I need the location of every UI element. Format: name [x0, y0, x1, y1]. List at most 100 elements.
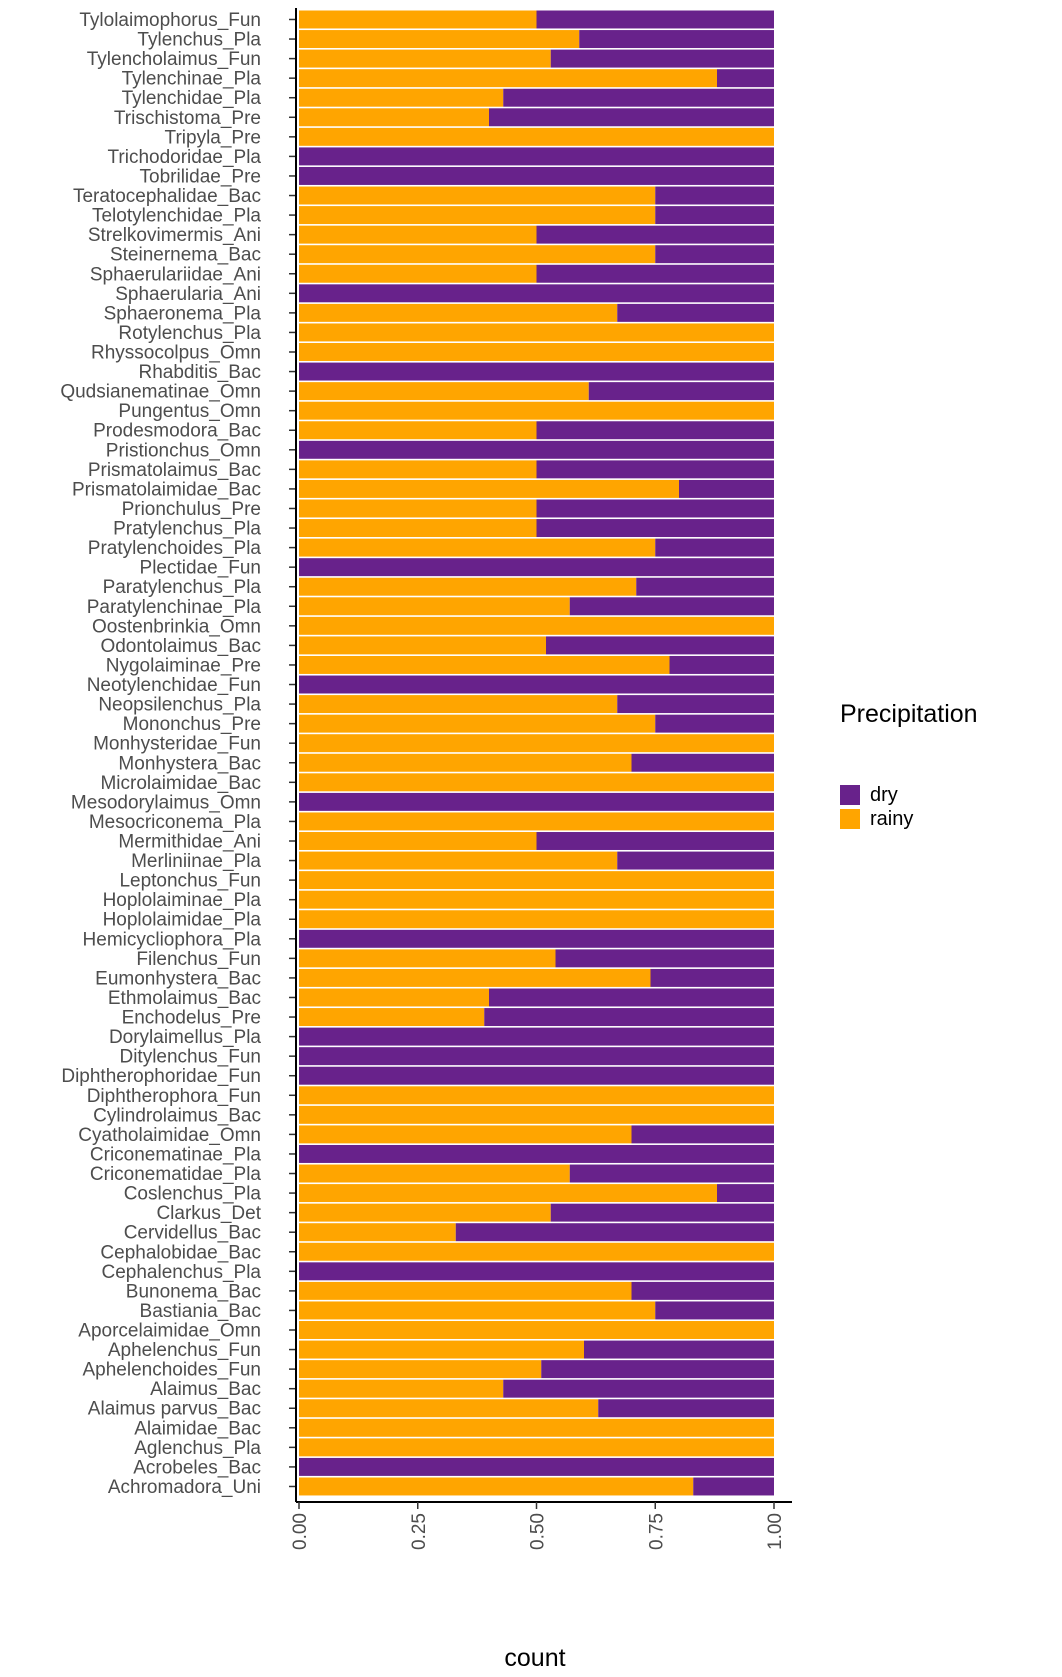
category-label: Bastiania_Bac [140, 1301, 261, 1322]
bar-rainy [299, 538, 656, 557]
bar-dry [299, 558, 774, 577]
bar-dry [541, 1360, 774, 1379]
bar-dry [693, 1477, 774, 1496]
bar-rainy [299, 1321, 774, 1339]
bar-rainy [299, 108, 489, 127]
bar-dry [631, 1125, 774, 1144]
category-label: Filenchus_Fun [136, 949, 261, 970]
category-label: Dorylaimellus_Pla [109, 1027, 261, 1048]
bar-dry [588, 382, 774, 401]
bar-rainy [299, 949, 556, 968]
bar-rainy [299, 714, 656, 733]
category-label: Pratylenchus_Pla [113, 519, 261, 540]
bar-dry [536, 421, 774, 440]
category-label: Paratylenchinae_Pla [87, 597, 262, 618]
category-label: Sphaeronema_Pla [104, 303, 262, 324]
bar-rainy [299, 1399, 599, 1418]
bar-dry [717, 1184, 774, 1203]
bar-rainy [299, 1086, 774, 1105]
bar-dry [536, 832, 774, 850]
bar-rainy [299, 1203, 551, 1222]
category-label: Prismatolaimidae_Bac [72, 479, 261, 500]
bar-rainy [299, 303, 618, 322]
bar-rainy [299, 49, 551, 68]
category-label: Aglenchus_Pla [134, 1438, 261, 1459]
category-label: Diphtherophoridae_Fun [61, 1066, 261, 1087]
bar-dry [550, 1203, 774, 1222]
bar-rainy [299, 812, 774, 831]
bar-dry [679, 479, 774, 498]
bar-rainy [299, 1418, 774, 1437]
bar-dry [503, 1379, 774, 1398]
bar-dry [617, 695, 774, 714]
bar-rainy [299, 499, 537, 518]
bar-rainy [299, 401, 774, 420]
legend-swatch-rainy [840, 809, 860, 829]
category-label: Sphaerulariidae_Ani [90, 264, 261, 285]
bar-rainy [299, 1008, 485, 1027]
bar-dry [569, 1164, 774, 1183]
category-label: Diphtherophora_Fun [87, 1086, 261, 1107]
category-label: Cyatholaimidae_Omn [78, 1125, 261, 1146]
bar-rainy [299, 10, 537, 29]
category-label: Rhyssocolpus_Omn [91, 343, 261, 364]
bar-dry [536, 10, 774, 29]
category-label: Alaimus parvus_Bac [88, 1399, 261, 1420]
bar-dry [655, 245, 774, 264]
bar-dry [669, 655, 774, 674]
category-label: Merliniinae_Pla [131, 851, 261, 872]
bar-rainy [299, 1184, 717, 1203]
axes-layer [295, 8, 792, 1503]
category-label: Mesodorylaimus_Omn [71, 792, 261, 813]
category-label: Clarkus_Det [156, 1203, 261, 1224]
category-label: Prionchulus_Pre [122, 499, 261, 520]
bar-rainy [299, 1438, 774, 1457]
category-label: Mononchus_Pre [123, 714, 261, 735]
category-label: Paratylenchus_Pla [103, 577, 262, 598]
category-label: Pratylenchoides_Pla [88, 538, 262, 559]
bar-rainy [299, 734, 774, 753]
category-label: Plectidae_Fun [140, 558, 261, 579]
bar-rainy [299, 421, 537, 440]
x-tick-layer: 0.00 0.25 0.50 0.75 1.00 [290, 1502, 786, 1550]
category-label: Qudsianematinae_Omn [60, 382, 261, 403]
bar-rainy [299, 655, 670, 674]
category-label-layer: Tylolaimophorus_FunTylenchus_PlaTylencho… [60, 10, 296, 1498]
category-label: Trichodoridae_Pla [108, 147, 262, 168]
bar-rainy [299, 851, 618, 870]
bar-dry [584, 1340, 774, 1359]
category-label: Criconematidae_Pla [90, 1164, 262, 1185]
legend-label-rainy: rainy [870, 808, 913, 830]
category-label: Rhabditis_Bac [138, 362, 261, 383]
category-label: Monhystera_Bac [118, 753, 261, 774]
category-label: Aphelenchoides_Fun [82, 1360, 261, 1381]
bar-rainy [299, 773, 774, 792]
category-label: Steinernema_Bac [110, 245, 261, 266]
bar-dry [555, 949, 774, 968]
category-label: Mermithidae_Ani [118, 832, 261, 853]
category-label: Cervidellus_Bac [124, 1223, 261, 1244]
bar-rainy [299, 1242, 774, 1261]
bar-dry [569, 597, 774, 616]
bar-rainy [299, 577, 637, 596]
bar-dry [598, 1399, 774, 1418]
category-label: Hoplolaimidae_Pla [103, 910, 262, 931]
category-label: Leptonchus_Fun [119, 871, 261, 892]
category-label: Cylindrolaimus_Bac [93, 1105, 261, 1126]
bar-dry [650, 968, 774, 987]
category-label: Pungentus_Omn [118, 401, 261, 422]
category-label: Cephalobidae_Bac [100, 1242, 261, 1263]
bar-rainy [299, 695, 618, 714]
bar-rainy [299, 890, 774, 909]
category-label: Acrobeles_Bac [133, 1457, 261, 1478]
bar-rainy [299, 225, 537, 244]
category-label: Neopsilenchus_Pla [98, 695, 261, 716]
bar-dry [299, 792, 774, 811]
bar-dry [655, 538, 774, 557]
bar-rainy [299, 519, 537, 538]
x-tick-label: 0.50 [528, 1513, 549, 1550]
category-label: Nygolaiminae_Pre [106, 655, 261, 676]
category-label: Microlaimidae_Bac [100, 773, 261, 794]
category-label: Rotylenchus_Pla [118, 323, 261, 344]
